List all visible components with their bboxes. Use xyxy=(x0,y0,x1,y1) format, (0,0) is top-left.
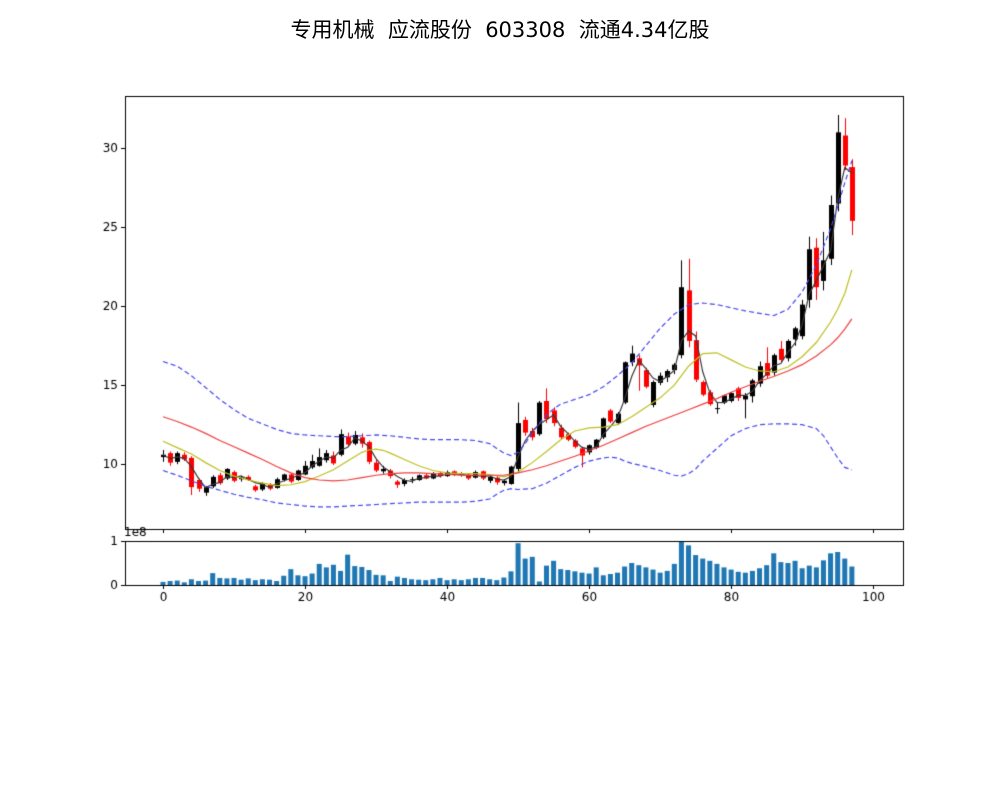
chart-title: 专用机械 应流股份 603308 流通4.34亿股 xyxy=(290,18,710,42)
